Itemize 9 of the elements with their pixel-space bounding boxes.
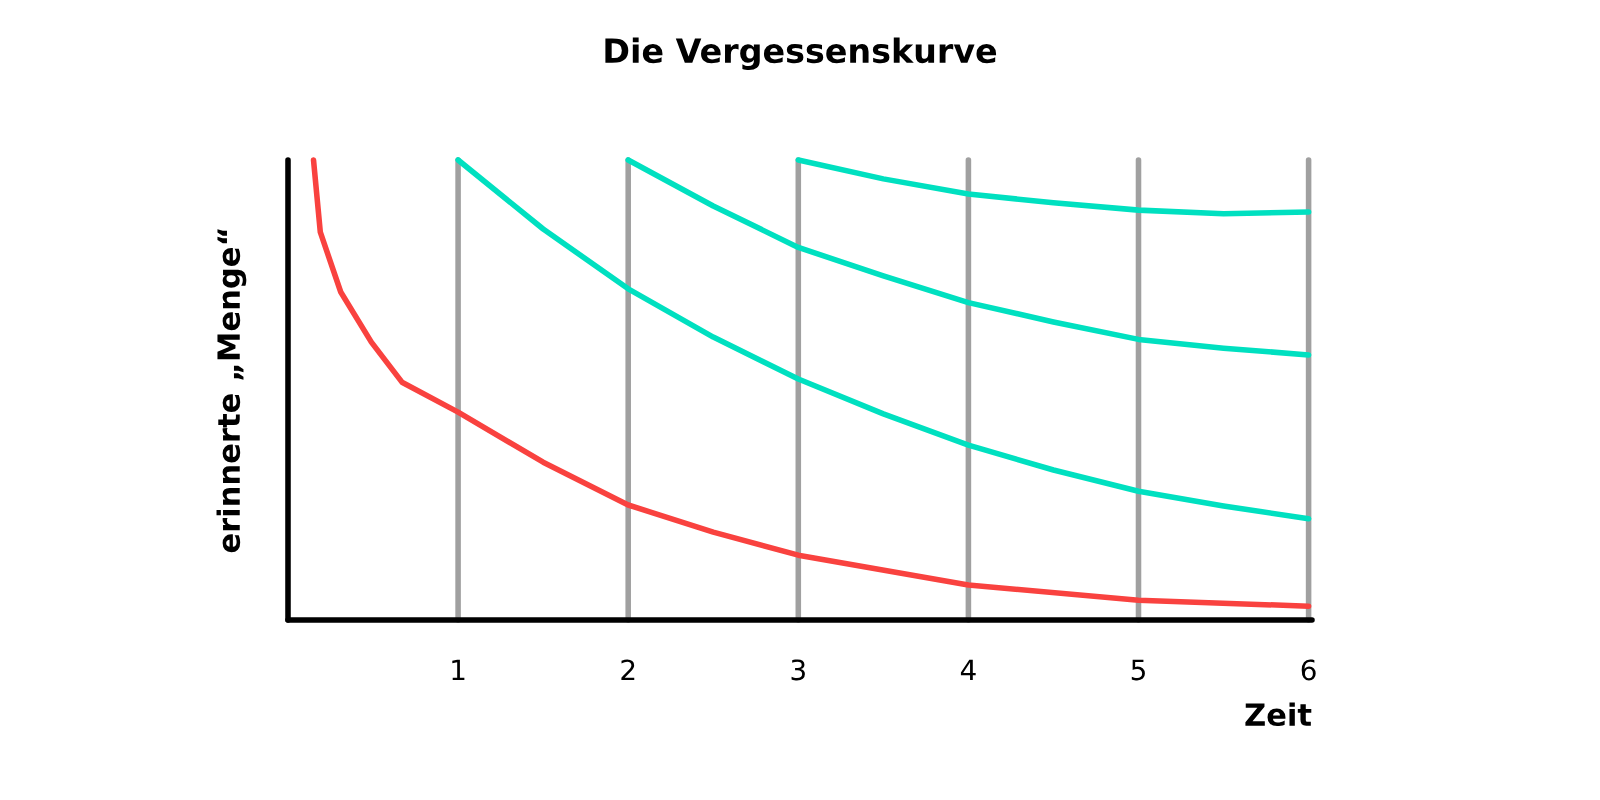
x-tick-label: 5 (1131, 659, 1145, 681)
x-tick-label: 3 (791, 659, 805, 681)
x-tick-label: 6 (1301, 659, 1316, 681)
chart-title: Die Vergessenskurve (605, 37, 997, 70)
x-tick-label: 2 (621, 659, 635, 680)
x-axis-title: Zeit (1245, 702, 1312, 727)
x-tick-label: 1 (452, 659, 465, 680)
y-axis-title: erinnerte „Menge“ (216, 229, 247, 553)
x-tick-label: 4 (960, 659, 976, 680)
